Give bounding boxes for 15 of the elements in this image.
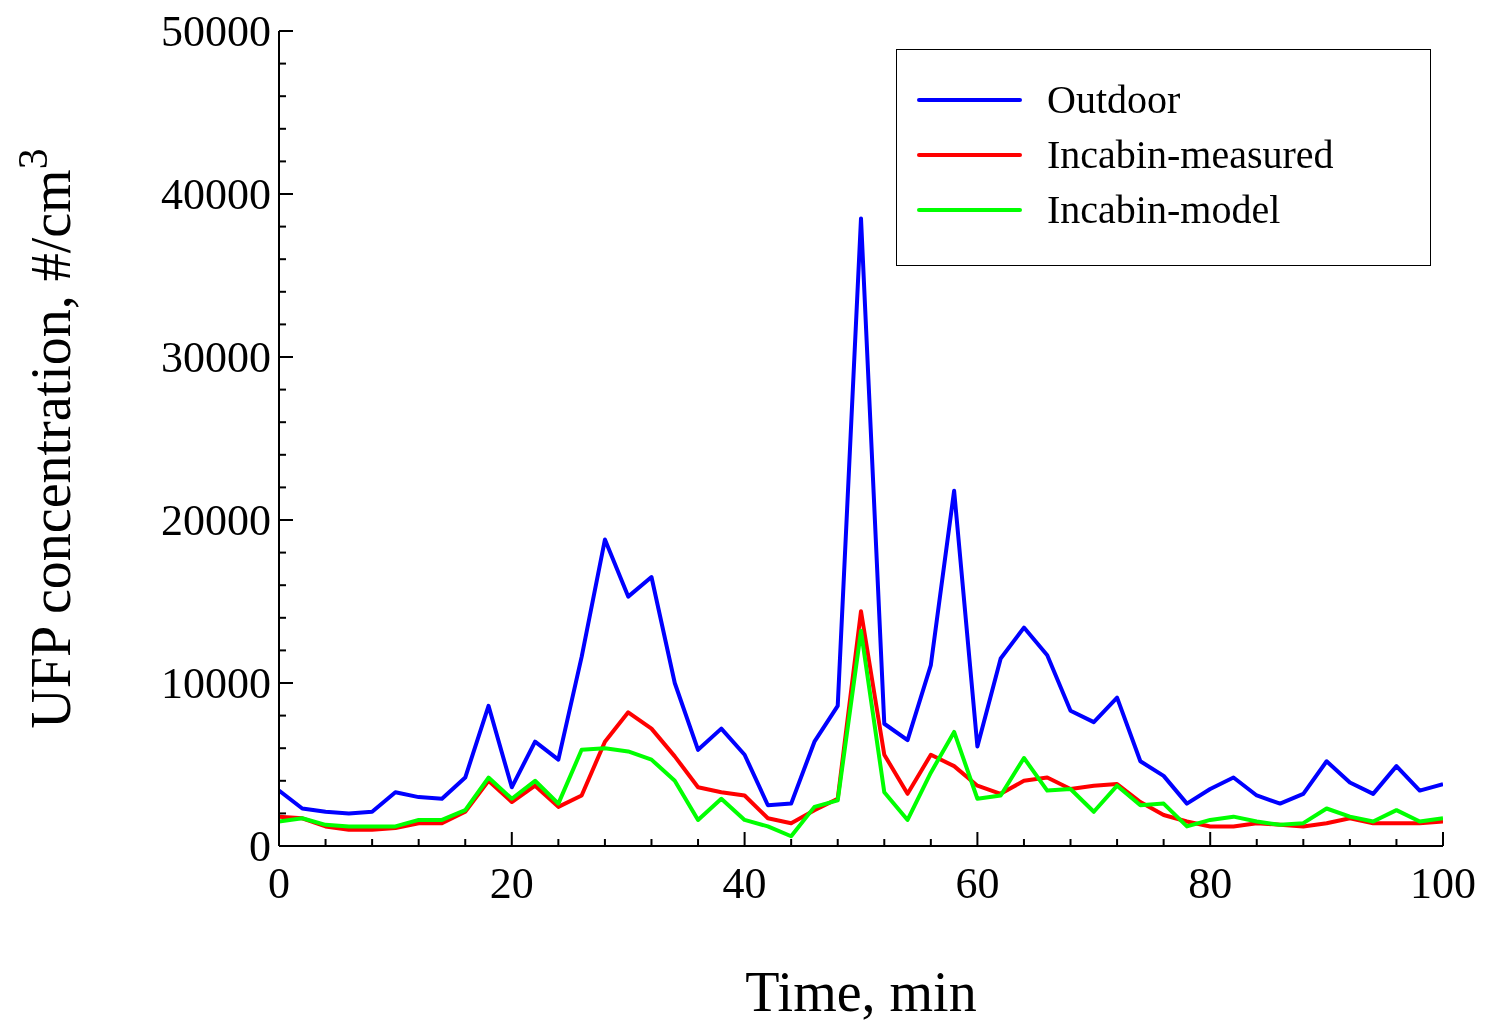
legend-label: Incabin-model	[1047, 186, 1281, 233]
legend-label: Outdoor	[1047, 76, 1181, 123]
y-tick-label: 50000	[161, 7, 271, 56]
x-axis-title: Time, min	[745, 961, 977, 1023]
x-tick-label: 40	[722, 859, 767, 908]
y-tick-label: 30000	[161, 333, 271, 382]
y-tick-label: 40000	[161, 170, 271, 219]
x-tick-label: 80	[1188, 859, 1233, 908]
x-tick-label: 60	[955, 859, 1000, 908]
x-tick-label: 100	[1410, 859, 1476, 908]
y-tick-label: 20000	[161, 496, 271, 545]
legend-label: Incabin-measured	[1047, 131, 1334, 178]
x-tick-label: 20	[489, 859, 534, 908]
y-tick-label: 10000	[161, 659, 271, 708]
y-tick-label: 0	[249, 822, 271, 871]
